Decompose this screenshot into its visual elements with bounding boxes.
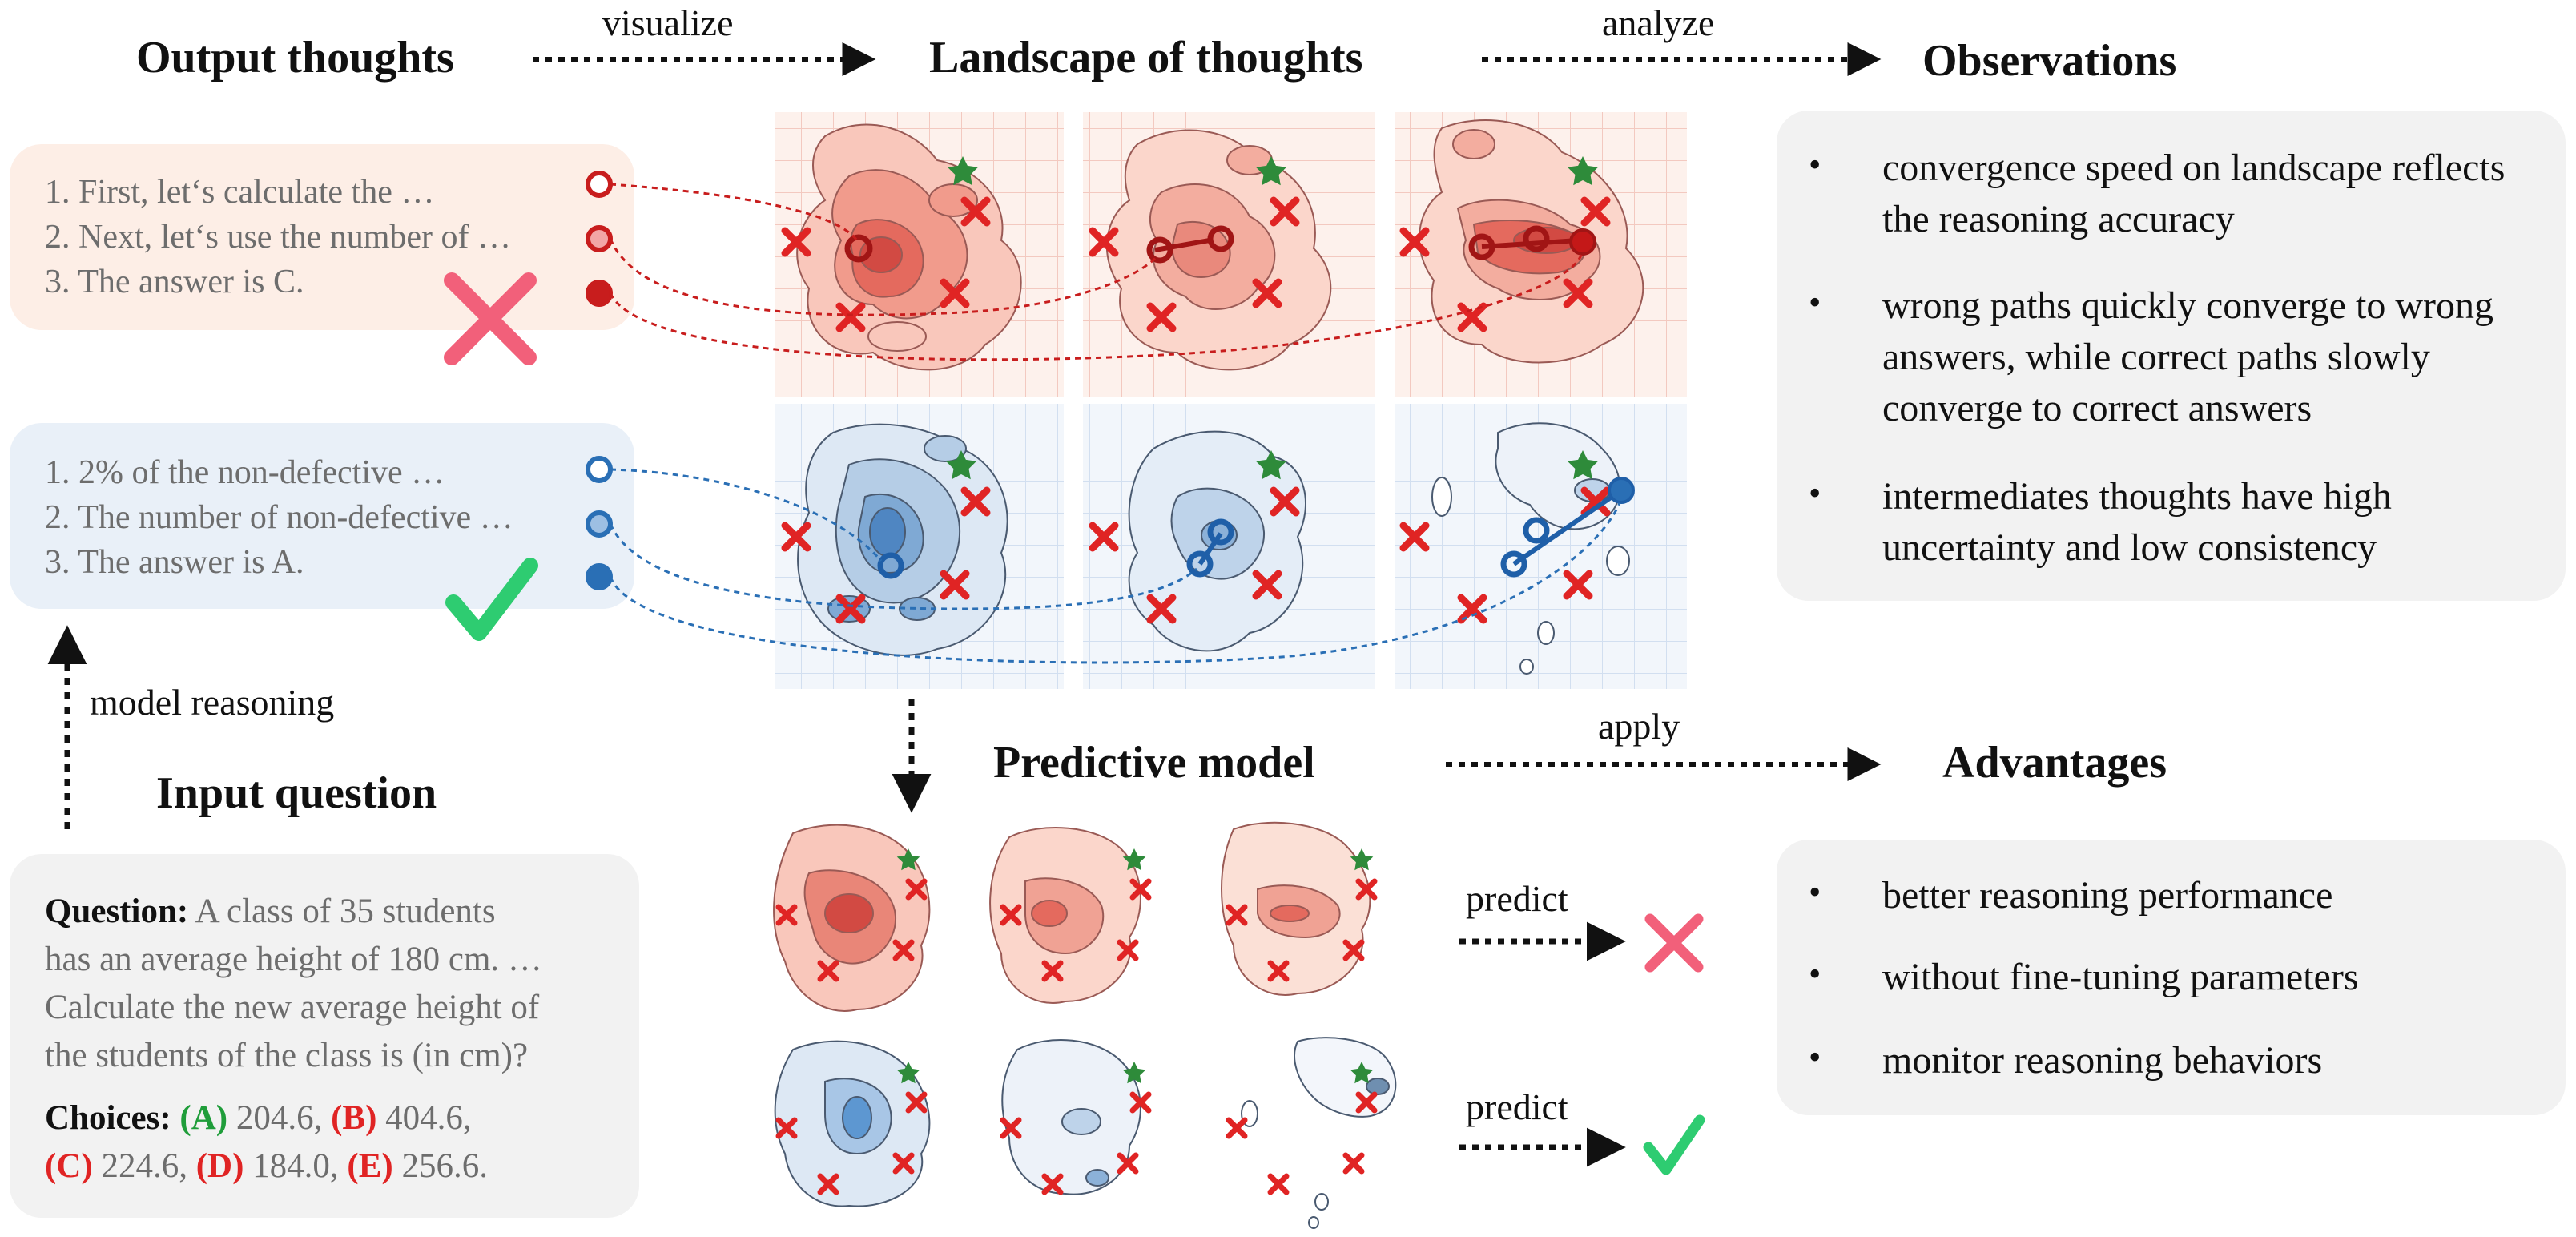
predict-check-icon bbox=[1643, 1114, 1705, 1175]
choice-c-key: (C) bbox=[45, 1147, 93, 1185]
observation-3: intermediates thoughts have high uncerta… bbox=[1882, 475, 2392, 569]
choice-b-value: 404.6, bbox=[385, 1099, 472, 1137]
label-analyze: analyze bbox=[1602, 2, 1715, 43]
question-label: Question: bbox=[45, 892, 189, 930]
wrong-dot-3 bbox=[586, 280, 613, 307]
question-line-1: Question: A class of 35 students bbox=[45, 888, 496, 936]
wrong-thought-1: 1. First, let‘s calculate the … bbox=[45, 174, 435, 211]
choice-e-value: 256.6. bbox=[401, 1147, 488, 1185]
choice-e-key: (E) bbox=[347, 1147, 393, 1185]
observation-bullet-3: • bbox=[1809, 473, 1821, 513]
label-apply: apply bbox=[1598, 706, 1680, 747]
correct-thought-1: 1. 2% of the non-defective … bbox=[45, 454, 445, 491]
choice-b-key: (B) bbox=[331, 1099, 377, 1137]
observation-bullet-2: • bbox=[1809, 283, 1821, 322]
advantage-bullet-2: • bbox=[1809, 954, 1821, 993]
observation-bullet-1: • bbox=[1809, 145, 1821, 184]
choice-a-value: 204.6, bbox=[235, 1099, 323, 1137]
wrong-cross-icon bbox=[444, 272, 537, 365]
correct-dot-2 bbox=[586, 510, 613, 538]
correct-dot-1 bbox=[586, 456, 613, 483]
correct-dot-3 bbox=[586, 563, 613, 590]
heading-input-question: Input question bbox=[156, 768, 437, 818]
correct-thought-3: 3. The answer is A. bbox=[45, 544, 304, 581]
choices-label: Choices: bbox=[45, 1099, 171, 1137]
label-predict-top: predict bbox=[1466, 878, 1568, 919]
question-text-1: A class of 35 students bbox=[195, 892, 496, 930]
label-visualize: visualize bbox=[602, 2, 734, 43]
wrong-thought-3: 3. The answer is C. bbox=[45, 264, 304, 300]
predict-cross-icon bbox=[1644, 913, 1704, 973]
landscape-red-row bbox=[775, 112, 1687, 397]
observations-box bbox=[1777, 111, 2566, 601]
choices-line-1: Choices: (A) 204.6, (B) 404.6, bbox=[45, 1094, 472, 1142]
label-model-reasoning: model reasoning bbox=[90, 682, 335, 723]
question-line-2: has an average height of 180 cm. … bbox=[45, 941, 542, 978]
heading-output-thoughts: Output thoughts bbox=[136, 33, 454, 83]
advantage-3: monitor reasoning behaviors bbox=[1882, 1039, 2323, 1082]
wrong-dot-2 bbox=[586, 225, 613, 252]
heading-observations: Observations bbox=[1922, 36, 2177, 86]
question-line-4: the students of the class is (in cm)? bbox=[45, 1037, 529, 1074]
heading-predictive-model: Predictive model bbox=[993, 738, 1315, 788]
advantage-1: better reasoning performance bbox=[1882, 874, 2333, 917]
wrong-thought-2: 2. Next, let‘s use the number of … bbox=[45, 219, 512, 256]
advantage-bullet-3: • bbox=[1809, 1038, 1821, 1077]
heading-landscape: Landscape of thoughts bbox=[929, 33, 1363, 83]
wrong-dot-1 bbox=[586, 171, 613, 198]
correct-check-icon bbox=[445, 558, 538, 641]
choice-d-value: 184.0, bbox=[252, 1147, 339, 1185]
label-predict-bottom: predict bbox=[1466, 1086, 1568, 1127]
observation-1: convergence speed on landscape reflects … bbox=[1882, 147, 2506, 240]
advantages-box bbox=[1777, 840, 2566, 1115]
observation-2: wrong paths quickly converge to wrong an… bbox=[1882, 284, 2493, 429]
question-box bbox=[10, 854, 639, 1218]
choice-a-key: (A) bbox=[179, 1099, 228, 1137]
advantage-bullet-1: • bbox=[1809, 872, 1821, 912]
predictive-blue-row bbox=[774, 1037, 1397, 1229]
heading-advantages: Advantages bbox=[1942, 738, 2167, 788]
choices-line-2: (C) 224.6, (D) 184.0, (E) 256.6. bbox=[45, 1142, 488, 1191]
choice-c-value: 224.6, bbox=[101, 1147, 187, 1185]
landscape-blue-row bbox=[775, 404, 1687, 689]
choice-d-key: (D) bbox=[195, 1147, 244, 1185]
wrong-thoughts-box bbox=[10, 144, 634, 330]
question-line-3: Calculate the new average height of bbox=[45, 989, 540, 1026]
predictive-red-row bbox=[773, 821, 1375, 1012]
advantage-2: without fine-tuning parameters bbox=[1882, 956, 2359, 998]
correct-thought-2: 2. The number of non-defective … bbox=[45, 499, 513, 536]
